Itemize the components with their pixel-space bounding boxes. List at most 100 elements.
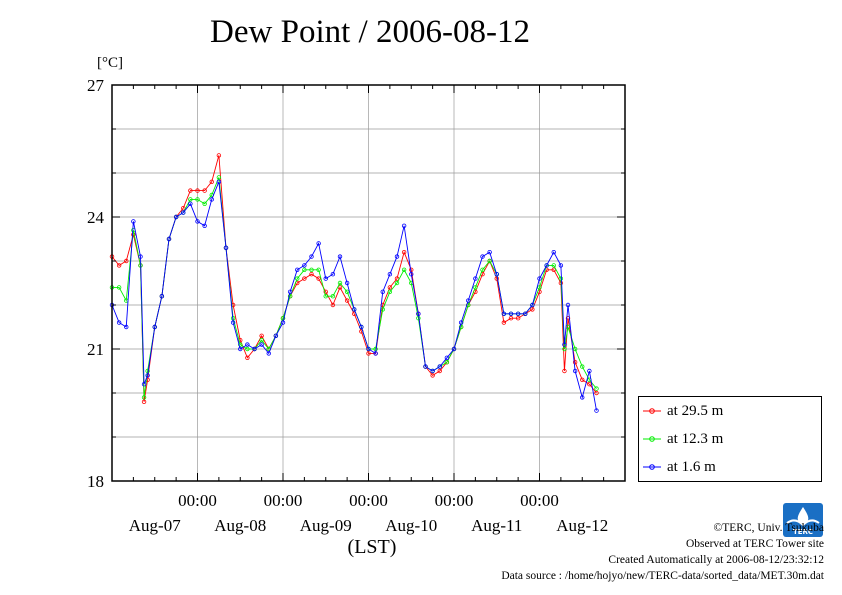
data-point xyxy=(316,276,321,281)
data-point xyxy=(537,276,542,281)
data-point xyxy=(145,373,150,378)
legend-label: at 29.5 m xyxy=(667,402,724,419)
data-point xyxy=(116,285,122,290)
data-point xyxy=(141,382,147,387)
data-point xyxy=(587,382,592,387)
x-tick-labels: 00:00 00:00 00:00 00:00 00:00 Aug-07 Aug-08 Aug… xyxy=(129,491,608,535)
data-point xyxy=(173,214,179,220)
x-date-label: Aug-07 xyxy=(129,516,181,535)
data-point xyxy=(195,188,200,193)
data-point xyxy=(437,364,442,369)
data-point xyxy=(473,276,478,281)
data-point xyxy=(451,346,457,352)
data-point xyxy=(508,316,514,321)
legend-item-29-5m: at 29.5 m xyxy=(643,401,723,421)
data-point xyxy=(302,267,307,272)
series-0 xyxy=(109,153,599,404)
data-point xyxy=(252,346,257,352)
data-point xyxy=(344,280,350,286)
data-point xyxy=(487,249,492,255)
data-point xyxy=(330,302,336,308)
data-point xyxy=(444,355,450,360)
legend-item-12-3m: at 12.3 m xyxy=(643,429,723,449)
data-point xyxy=(480,254,485,259)
series-layer xyxy=(109,153,599,413)
data-point xyxy=(572,368,578,374)
data-point xyxy=(473,285,478,290)
data-point xyxy=(594,408,599,413)
x-date-label: Aug-12 xyxy=(556,516,608,535)
data-point xyxy=(245,346,250,352)
legend-item-1-6m: at 1.6 m xyxy=(643,457,716,477)
data-point xyxy=(330,294,336,299)
data-point xyxy=(316,241,321,246)
data-point xyxy=(572,346,578,352)
data-point xyxy=(494,272,499,277)
data-point xyxy=(562,346,567,352)
data-point xyxy=(295,267,300,272)
chart-title: Dew Point / 2006-08-12 xyxy=(210,14,530,50)
data-point xyxy=(587,368,592,374)
data-point xyxy=(202,201,207,206)
data-point xyxy=(387,289,393,294)
y-tick-label: 18 xyxy=(87,472,104,491)
y-tick-labels: 18 21 24 27 xyxy=(87,76,105,491)
data-point xyxy=(594,390,599,396)
x-tick-time-label: 00:00 xyxy=(349,491,388,510)
data-point xyxy=(309,267,314,272)
data-point xyxy=(302,276,307,281)
data-point xyxy=(394,280,400,286)
legend-label: at 12.3 m xyxy=(667,430,724,447)
data-point xyxy=(202,188,207,193)
data-point xyxy=(551,267,556,272)
data-point xyxy=(352,307,357,312)
data-point xyxy=(401,223,407,228)
data-point xyxy=(238,346,243,352)
data-point xyxy=(430,373,435,378)
data-point xyxy=(259,338,264,343)
data-point xyxy=(437,368,442,374)
data-point xyxy=(209,179,214,184)
data-point xyxy=(124,324,129,330)
legend-marker-blue xyxy=(643,464,661,470)
data-point xyxy=(309,272,314,277)
x-date-label: Aug-08 xyxy=(214,516,266,535)
data-point xyxy=(387,272,393,277)
data-point xyxy=(544,263,549,268)
data-point xyxy=(359,324,364,330)
data-point xyxy=(444,360,450,365)
data-point xyxy=(494,276,499,281)
data-point xyxy=(323,276,328,281)
data-point xyxy=(344,298,350,303)
x-date-label: Aug-09 xyxy=(300,516,352,535)
data-point xyxy=(245,342,250,347)
data-point xyxy=(594,386,599,391)
data-point xyxy=(266,351,271,356)
data-point xyxy=(323,294,328,299)
data-point xyxy=(562,342,567,347)
data-point xyxy=(580,395,585,400)
data-point xyxy=(287,289,293,294)
data-point xyxy=(188,188,193,193)
credits-block: ©TERC, Univ. Tsukuba Observed at TERC To… xyxy=(501,520,824,584)
axis-ticks xyxy=(111,84,626,482)
data-point xyxy=(480,267,485,272)
data-point xyxy=(216,175,222,180)
data-point xyxy=(394,276,400,281)
y-tick-label: 21 xyxy=(87,340,104,359)
data-point xyxy=(273,333,279,338)
x-axis-label: (LST) xyxy=(347,536,397,558)
data-point xyxy=(366,346,371,352)
series-2 xyxy=(109,179,599,413)
data-point xyxy=(508,311,514,316)
x-tick-time-label: 00:00 xyxy=(435,491,474,510)
data-point xyxy=(195,197,200,202)
data-point xyxy=(238,338,243,343)
data-point xyxy=(530,302,535,308)
data-point xyxy=(580,377,585,382)
observed-text: Observed at TERC Tower site xyxy=(685,538,824,550)
series-1 xyxy=(109,175,599,400)
data-point xyxy=(330,272,336,277)
data-point xyxy=(523,311,528,316)
logo-text: TERC xyxy=(793,528,813,536)
